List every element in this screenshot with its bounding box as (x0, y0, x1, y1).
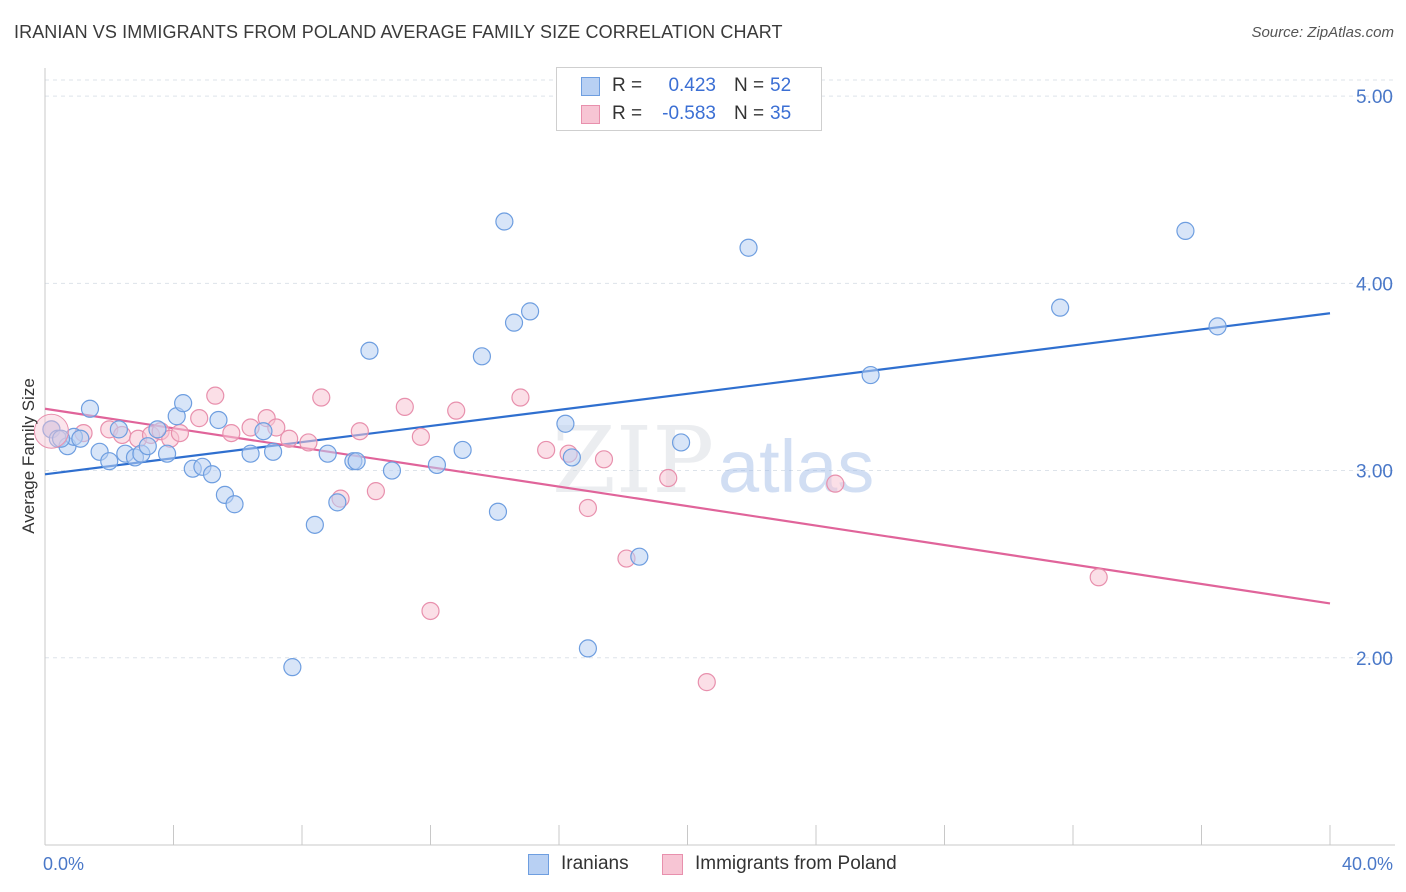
point-poland (594, 450, 614, 469)
point-iranians (495, 212, 514, 231)
trendline-poland (44, 407, 1331, 605)
legend-n-value: 35 (770, 103, 792, 124)
point-poland (312, 388, 331, 407)
bottom-legend-label-iranians: Iranians (561, 853, 629, 874)
point-iranians (472, 347, 491, 366)
legend-r-label: R = (612, 75, 643, 96)
point-poland (511, 388, 530, 407)
axes (44, 68, 1395, 846)
source-label: Source: ZipAtlas.com (1251, 24, 1394, 41)
point-poland (395, 397, 414, 416)
point-iranians (148, 420, 167, 439)
point-iranians (263, 442, 283, 461)
point-poland (1089, 568, 1108, 587)
point-iranians (520, 302, 540, 321)
bottom-legend-label-poland: Immigrants from Poland (695, 853, 897, 874)
point-iranians (556, 414, 575, 433)
bottom-legend-iranians: Iranians (528, 851, 629, 877)
point-iranians (347, 452, 366, 471)
y-tick-label: 5.00 (1356, 87, 1393, 108)
point-poland (280, 429, 299, 448)
y-axis-label: Average Family Size (19, 378, 38, 534)
legend-n-label: N = (734, 75, 765, 96)
point-iranians (488, 502, 508, 521)
point-poland (299, 433, 318, 452)
point-iranians (382, 461, 402, 480)
point-iranians (318, 444, 337, 463)
point-iranians (254, 422, 273, 441)
point-poland (659, 468, 678, 488)
legend-n-label: N = (734, 103, 765, 124)
point-iranians (360, 341, 379, 360)
point-iranians (562, 448, 581, 467)
legend-r-value: -0.583 (662, 103, 716, 124)
y-tick-label: 3.00 (1356, 462, 1393, 483)
point-poland (537, 440, 556, 460)
watermark-atlas: atlas (718, 425, 874, 508)
point-iranians (578, 639, 598, 658)
point-iranians (80, 399, 100, 418)
point-iranians (739, 238, 758, 257)
point-iranians (138, 437, 157, 456)
y-tick-label: 2.00 (1356, 649, 1393, 670)
point-iranians (453, 440, 472, 460)
legend-row-iranians: R = 0.423 N = 52 (581, 72, 791, 100)
point-poland (222, 423, 241, 443)
x-tick-label: 0.0% (43, 854, 84, 874)
point-poland (421, 601, 440, 621)
point-iranians (1208, 317, 1227, 336)
legend-n-value: 52 (770, 75, 792, 96)
point-iranians (427, 455, 447, 475)
point-poland (366, 482, 385, 501)
y-tick-label: 4.00 (1356, 274, 1393, 295)
point-iranians (51, 429, 71, 448)
chart-title: IRANIAN VS IMMIGRANTS FROM POLAND AVERAG… (14, 22, 783, 42)
point-iranians (100, 452, 119, 471)
point-poland (578, 498, 598, 518)
legend-row-poland: R = -0.583 N = 35 (581, 100, 791, 128)
point-poland (190, 409, 209, 428)
point-iranians (861, 365, 880, 385)
trendline-iranians (44, 312, 1331, 476)
point-iranians (71, 429, 90, 448)
data-points (33, 212, 1227, 692)
legend-r-value: 0.423 (668, 75, 716, 96)
legend-r-label: R = (612, 103, 643, 124)
bottom-legend-swatch-pink (662, 853, 683, 875)
point-poland (826, 474, 845, 493)
axis-labels: 2.00 3.00 4.00 5.00 0.0% 40.0% Average Family … (19, 87, 1393, 874)
point-poland (170, 423, 190, 443)
watermark: ZIP atlas (552, 407, 874, 514)
x-tick-label: 40.0% (1342, 854, 1393, 874)
point-iranians (671, 433, 691, 452)
point-iranians (305, 515, 324, 534)
point-iranians (241, 444, 260, 463)
point-iranians (157, 444, 177, 463)
gridlines (45, 79, 1395, 659)
point-poland (350, 422, 369, 441)
point-poland-large (33, 413, 69, 449)
point-iranians (225, 495, 244, 514)
trendlines (44, 312, 1331, 605)
point-iranians (328, 493, 347, 512)
point-poland (447, 401, 466, 420)
point-iranians (283, 658, 302, 677)
legend-swatch-blue (581, 76, 600, 96)
point-poland (206, 386, 225, 405)
point-iranians (174, 394, 193, 413)
point-iranians (202, 465, 222, 484)
point-poland (697, 673, 716, 692)
point-poland (411, 427, 430, 446)
legend-swatch-pink (581, 104, 600, 124)
point-iranians (630, 547, 649, 566)
point-iranians (504, 313, 524, 332)
point-iranians (109, 420, 128, 439)
bottom-legend-swatch-blue (528, 853, 549, 875)
point-iranians (1051, 298, 1070, 317)
point-iranians (209, 410, 228, 430)
stats-legend: R = 0.423 N = 52 R = -0.583 N = 35 (556, 67, 822, 131)
point-iranians (1176, 221, 1195, 240)
bottom-legend-poland: Immigrants from Poland (662, 851, 897, 877)
